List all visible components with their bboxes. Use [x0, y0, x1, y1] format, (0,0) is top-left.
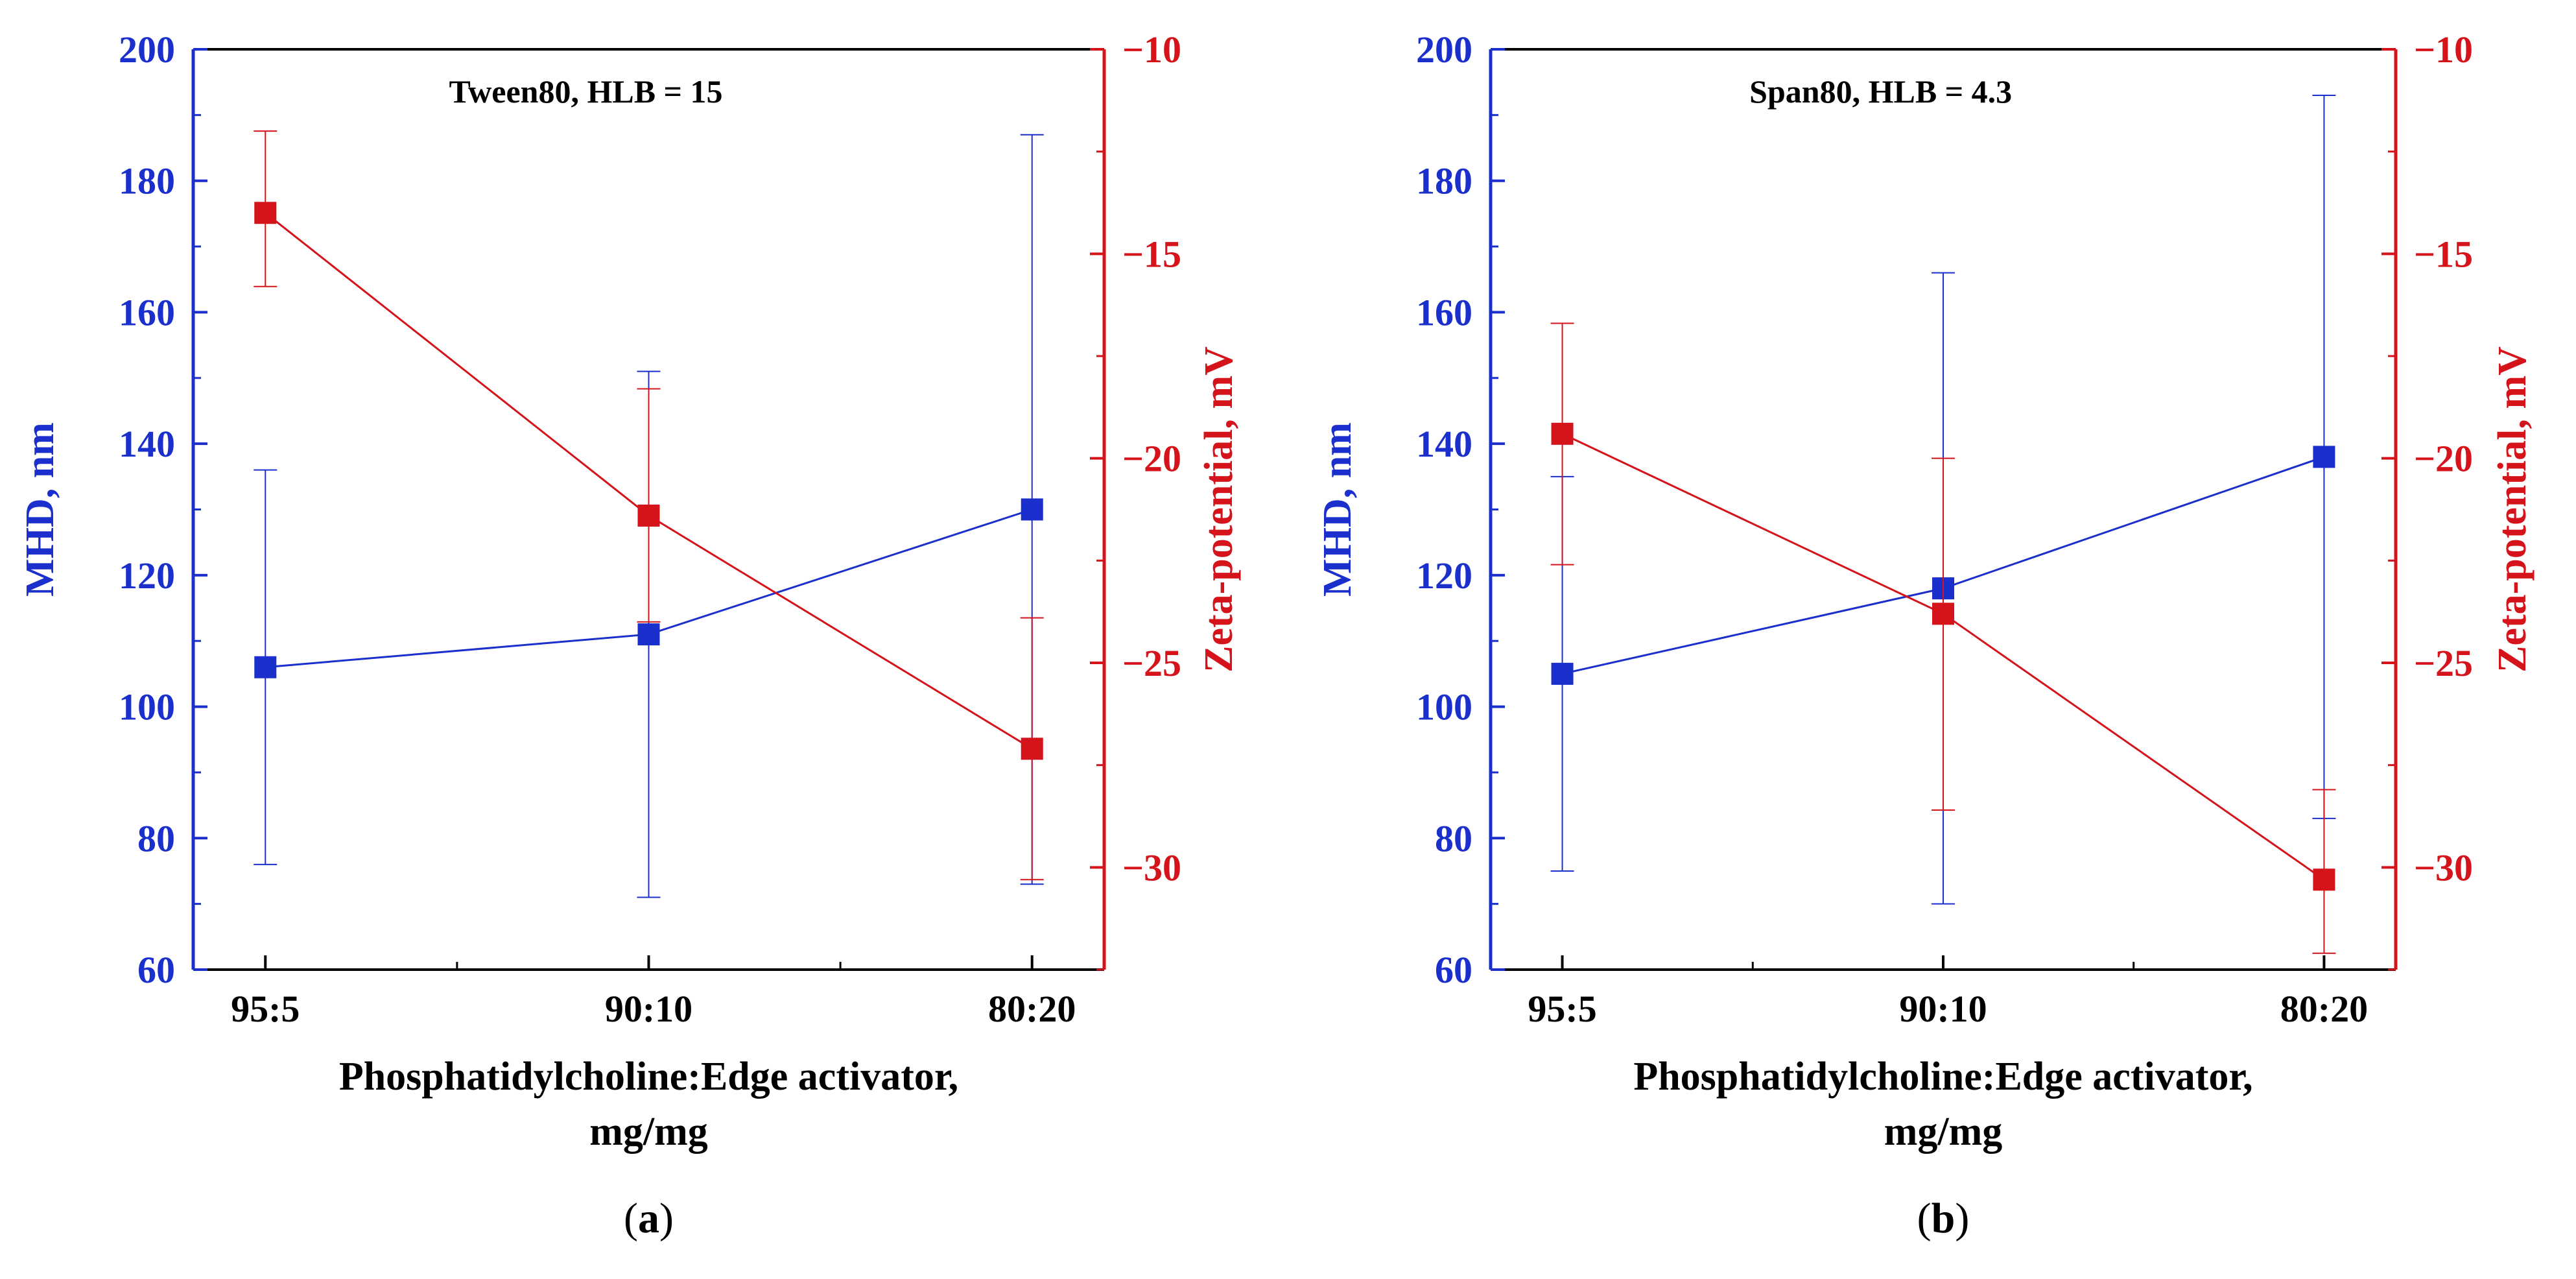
chart-panel-a: 60 80 100 120 140 160 180 200 −10 −15 −20 −25 −30 95:… — [18, 29, 1241, 1242]
left-tick-label: 60 — [1435, 949, 1472, 991]
right-y-axis-title: Zeta-potential, mV — [1197, 346, 1241, 673]
left-tick-label: 60 — [137, 949, 175, 991]
right-tick-label: −15 — [2414, 233, 2473, 275]
x-axis-title-line1: Phosphatidylcholine:Edge activator, — [1633, 1055, 2252, 1099]
right-tick-label: −30 — [1122, 846, 1181, 889]
right-tick-label: −15 — [1122, 233, 1181, 275]
left-tick-label: 100 — [119, 686, 175, 728]
data-point-mhd — [254, 656, 277, 678]
data-point-zeta — [1551, 422, 1574, 445]
right-tick-label: −20 — [1122, 438, 1181, 480]
left-tick-label: 200 — [119, 29, 175, 71]
data-point-mhd — [637, 623, 660, 646]
left-tick-label: 80 — [137, 817, 175, 859]
right-tick-label: −20 — [2414, 438, 2473, 480]
right-tick-label: −30 — [2414, 846, 2473, 889]
right-tick-label: −25 — [2414, 642, 2473, 684]
data-point-zeta — [1932, 603, 1954, 625]
x-tick-label: 80:20 — [2280, 988, 2368, 1030]
left-tick-label: 120 — [1416, 555, 1472, 597]
right-tick-label: −10 — [1122, 29, 1181, 71]
x-axis-title-line1: Phosphatidylcholine:Edge activator, — [339, 1055, 958, 1099]
x-tick-label: 90:10 — [605, 988, 692, 1030]
data-point-zeta — [2313, 868, 2335, 891]
panel-caption-part: ) — [1955, 1195, 1969, 1242]
data-point-mhd — [2313, 446, 2335, 468]
right-y-axis-title: Zeta-potential, mV — [2490, 346, 2535, 673]
data-point-zeta — [254, 202, 277, 224]
x-tick-label: 95:5 — [1528, 988, 1596, 1030]
panel-caption-part: ( — [624, 1195, 638, 1242]
left-tick-label: 120 — [119, 555, 175, 597]
x-tick-label: 80:20 — [988, 988, 1076, 1030]
x-axis-title-line2: mg/mg — [1884, 1110, 2003, 1154]
x-tick-label: 95:5 — [231, 988, 300, 1030]
left-tick-label: 160 — [1416, 291, 1472, 333]
right-tick-label: −25 — [1122, 642, 1181, 684]
left-tick-label: 200 — [1416, 29, 1472, 71]
left-y-axis-title: MHD, nm — [18, 422, 62, 597]
panel-caption: (a) — [624, 1195, 674, 1242]
data-point-mhd — [1551, 662, 1574, 685]
data-point-zeta — [1021, 737, 1043, 760]
panel-caption-part: b — [1932, 1195, 1956, 1242]
left-tick-label: 140 — [1416, 423, 1472, 465]
chart-title: Tween80, HLB = 15 — [449, 73, 723, 110]
right-tick-label: −10 — [2414, 29, 2473, 71]
chart-panel-b: 60 80 100 120 140 160 180 200 −10 −15 −20 −25 −30 95:… — [1316, 29, 2535, 1242]
panel-caption-part: ) — [659, 1195, 674, 1242]
chart-title: Span80, HLB = 4.3 — [1749, 73, 2012, 110]
left-tick-label: 180 — [119, 160, 175, 202]
data-point-mhd — [1021, 498, 1043, 521]
panel-caption: (b) — [1917, 1195, 1970, 1242]
left-tick-label: 180 — [1416, 160, 1472, 202]
left-y-axis-title: MHD, nm — [1316, 422, 1360, 597]
left-tick-label: 140 — [119, 423, 175, 465]
x-tick-label: 90:10 — [1899, 988, 1987, 1030]
left-tick-label: 160 — [119, 291, 175, 333]
x-axis-title-line2: mg/mg — [589, 1110, 708, 1154]
left-tick-label: 100 — [1416, 686, 1472, 728]
left-tick-label: 80 — [1435, 817, 1472, 859]
data-point-zeta — [637, 504, 660, 527]
panel-caption-part: ( — [1917, 1195, 1932, 1242]
panel-caption-part: a — [638, 1195, 659, 1242]
